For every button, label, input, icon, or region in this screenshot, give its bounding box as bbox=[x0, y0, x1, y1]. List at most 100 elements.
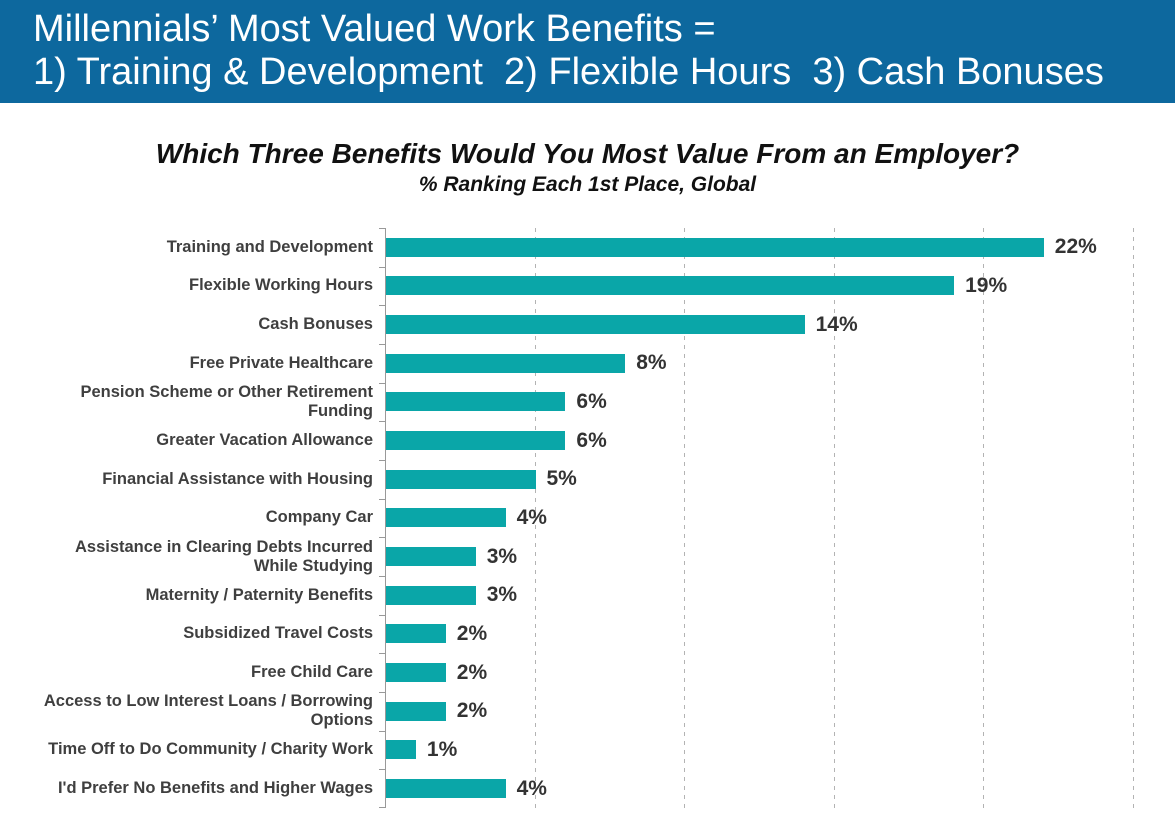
bar-track: 2% bbox=[386, 692, 1175, 731]
value-label: 2% bbox=[456, 660, 488, 684]
bar-track: 4% bbox=[386, 769, 1175, 808]
category-label: Access to Low Interest Loans / Borrowing… bbox=[0, 692, 377, 731]
chart-row: Flexible Working Hours 19% bbox=[0, 267, 1175, 306]
bar-track: 19% bbox=[386, 267, 1175, 306]
chart-row: Financial Assistance with Housing 5% bbox=[0, 460, 1175, 499]
bar-track: 2% bbox=[386, 653, 1175, 692]
chart-subtitle: % Ranking Each 1st Place, Global bbox=[418, 173, 757, 196]
category-label: Training and Development bbox=[0, 228, 377, 267]
value-label: 2% bbox=[456, 699, 488, 723]
chart-row: Maternity / Paternity Benefits 3% bbox=[0, 576, 1175, 615]
bar bbox=[386, 315, 805, 335]
value-label: 14% bbox=[815, 312, 858, 336]
axis-tick bbox=[379, 576, 386, 577]
bar-track: 6% bbox=[386, 383, 1175, 422]
category-label-text: Assistance in Clearing Debts Incurred Wh… bbox=[74, 537, 373, 575]
value-label: 1% bbox=[426, 737, 458, 761]
value-label: 6% bbox=[576, 389, 607, 413]
category-label: Free Child Care bbox=[0, 653, 377, 692]
chart-row: Assistance in Clearing Debts Incurred Wh… bbox=[0, 537, 1175, 576]
category-label-text: Maternity / Paternity Benefits bbox=[145, 585, 373, 604]
category-label: I'd Prefer No Benefits and Higher Wages bbox=[0, 769, 377, 808]
category-label: Pension Scheme or Other Retirement Fundi… bbox=[0, 383, 377, 422]
category-label: Time Off to Do Community / Charity Work bbox=[0, 731, 377, 770]
chart-row: Free Child Care 2% bbox=[0, 653, 1175, 692]
axis-tick bbox=[379, 769, 386, 770]
axis-tick bbox=[379, 653, 386, 654]
y-axis-line bbox=[385, 228, 386, 808]
category-label-text: Training and Development bbox=[166, 237, 373, 256]
chart-row: Access to Low Interest Loans / Borrowing… bbox=[0, 692, 1175, 731]
bar-track: 1% bbox=[386, 731, 1175, 770]
value-label: 3% bbox=[486, 544, 518, 568]
axis-tick bbox=[379, 460, 386, 461]
axis-tick bbox=[379, 537, 386, 538]
bar bbox=[386, 353, 626, 373]
header-title-line1: Millennials’ Most Valued Work Benefits = bbox=[33, 8, 716, 50]
gridline-5pct bbox=[534, 228, 536, 808]
category-label-text: Greater Vacation Allowance bbox=[156, 431, 373, 450]
bar-track: 8% bbox=[386, 344, 1175, 383]
category-label-text: Pension Scheme or Other Retirement Fundi… bbox=[80, 382, 374, 420]
chart-row: Company Car 4% bbox=[0, 499, 1175, 538]
category-label-text: Cash Bonuses bbox=[258, 315, 373, 334]
category-label: Company Car bbox=[0, 499, 377, 538]
bar bbox=[386, 508, 506, 528]
category-label: Assistance in Clearing Debts Incurred Wh… bbox=[0, 537, 377, 576]
category-label-text: I'd Prefer No Benefits and Higher Wages bbox=[57, 779, 373, 798]
bar bbox=[386, 663, 446, 683]
chart-row: Greater Vacation Allowance 6% bbox=[0, 421, 1175, 460]
value-label: 4% bbox=[516, 505, 547, 529]
category-label: Greater Vacation Allowance bbox=[0, 421, 377, 460]
axis-tick bbox=[379, 692, 386, 693]
category-label: Financial Assistance with Housing bbox=[0, 460, 377, 499]
axis-tick bbox=[379, 344, 386, 345]
chart-row: Cash Bonuses 14% bbox=[0, 305, 1175, 344]
axis-tick bbox=[379, 305, 386, 306]
bar bbox=[386, 276, 955, 296]
chart-title: Which Three Benefits Would You Most Valu… bbox=[155, 138, 1020, 169]
bar-track: 5% bbox=[386, 460, 1175, 499]
chart-row: Time Off to Do Community / Charity Work 1… bbox=[0, 731, 1175, 770]
category-label-text: Free Child Care bbox=[251, 663, 373, 682]
value-label: 5% bbox=[546, 467, 577, 491]
bar-track: 3% bbox=[386, 576, 1175, 615]
value-label: 8% bbox=[636, 351, 667, 375]
value-label: 4% bbox=[516, 776, 547, 800]
bar-chart: Training and Development 22% Flexible Work… bbox=[0, 228, 1175, 808]
category-label-text: Access to Low Interest Loans / Borrowing… bbox=[43, 692, 373, 730]
bar-track: 14% bbox=[386, 305, 1175, 344]
bar-track: 6% bbox=[386, 421, 1175, 460]
bar bbox=[386, 779, 506, 799]
axis-tick bbox=[379, 421, 386, 422]
value-label: 19% bbox=[965, 273, 1008, 297]
axis-tick bbox=[379, 228, 386, 229]
gridline-25pct bbox=[1132, 228, 1134, 808]
value-label: 2% bbox=[456, 621, 488, 645]
category-label: Subsidized Travel Costs bbox=[0, 615, 377, 654]
chart-row: Training and Development 22% bbox=[0, 228, 1175, 267]
category-label-text: Free Private Healthcare bbox=[189, 353, 373, 372]
bar bbox=[386, 585, 476, 605]
bar-track: 22% bbox=[386, 228, 1175, 267]
gridline-10pct bbox=[684, 228, 685, 808]
bar-track: 2% bbox=[386, 615, 1175, 654]
bar bbox=[386, 469, 536, 489]
value-label: 6% bbox=[576, 428, 607, 452]
axis-tick bbox=[379, 267, 386, 268]
bar-track: 3% bbox=[386, 537, 1175, 576]
axis-tick bbox=[379, 383, 386, 384]
value-label: 3% bbox=[486, 583, 518, 607]
axis-tick bbox=[379, 615, 386, 616]
bar bbox=[386, 624, 446, 644]
category-label-text: Subsidized Travel Costs bbox=[183, 624, 373, 643]
category-label-text: Time Off to Do Community / Charity Work bbox=[48, 740, 373, 759]
category-label-text: Flexible Working Hours bbox=[189, 276, 373, 295]
bar bbox=[386, 740, 416, 760]
axis-tick bbox=[379, 499, 386, 500]
axis-tick bbox=[379, 807, 386, 808]
header-title-line2: 1) Training & Development 2) Flexible Ho… bbox=[33, 51, 1104, 93]
category-label: Flexible Working Hours bbox=[0, 267, 377, 306]
axis-tick bbox=[379, 731, 386, 732]
chart-row: Subsidized Travel Costs 2% bbox=[0, 615, 1175, 654]
